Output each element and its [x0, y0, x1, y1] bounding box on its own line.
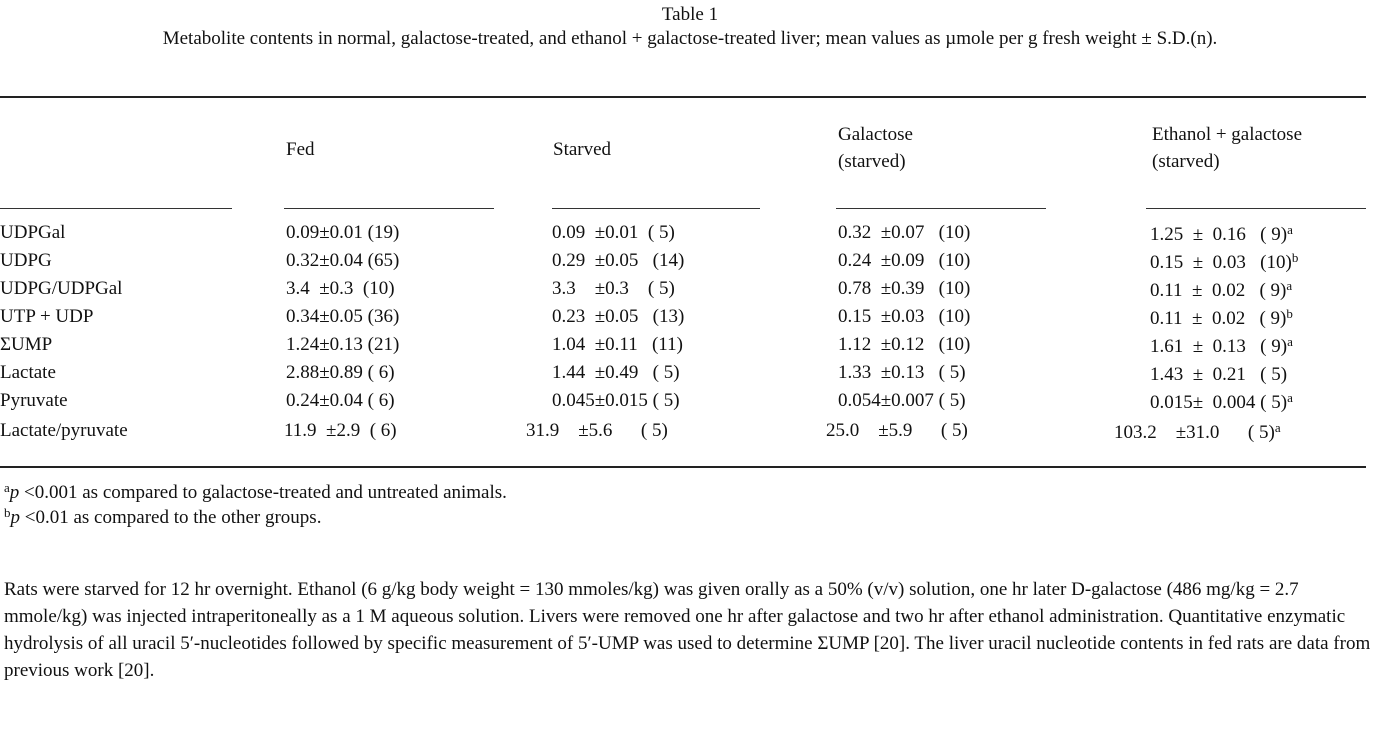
table-row: Lactate 2.88±0.89 ( 6) 1.44 ±0.49 ( 5) 1… — [0, 362, 1380, 390]
cell-ethanol-value: 103.2 ±31.0 ( 5) — [1114, 422, 1275, 443]
column-header-ethanol-line1: Ethanol + galactose — [1152, 124, 1302, 145]
row-label: ΣUMP — [0, 334, 53, 355]
cell-ethanol-value: 1.43 ± 0.21 ( 5) — [1150, 364, 1288, 385]
cell-starved: 0.09 ±0.01 ( 5) — [552, 222, 675, 243]
footnote-a-p: p — [9, 482, 20, 503]
cell-ethanol-value: 1.25 ± 0.16 ( 9) — [1150, 224, 1288, 245]
row-label: UDPGal — [0, 222, 66, 243]
cell-ethanol-value: 1.61 ± 0.13 ( 9) — [1150, 336, 1288, 357]
table-row: Pyruvate 0.24±0.04 ( 6) 0.045±0.015 ( 5)… — [0, 390, 1380, 418]
cell-ethanol-value: 0.11 ± 0.02 ( 9) — [1150, 280, 1287, 301]
header-underline-fed — [284, 208, 494, 210]
row-label: Lactate — [0, 362, 56, 383]
header-underline-starved — [552, 208, 760, 210]
column-header-ethanol-line2: (starved) — [1152, 151, 1220, 172]
row-label: UTP + UDP — [0, 306, 94, 327]
cell-galactose: 0.15 ±0.03 (10) — [838, 306, 971, 327]
table-caption-number: Table 1 — [661, 4, 719, 25]
row-label: Lactate/pyruvate — [0, 420, 128, 441]
cell-ethanol: 1.61 ± 0.13 ( 9)a — [1150, 334, 1293, 358]
row-label: UDPG — [0, 250, 52, 271]
footnote-a-mark: a — [4, 480, 10, 495]
footnote-a: ap <0.001 as compared to galactose-treat… — [4, 480, 507, 504]
cell-galactose: 25.0 ±5.9 ( 5) — [826, 420, 968, 441]
row-label: Pyruvate — [0, 390, 68, 411]
table-bottom-rule — [0, 466, 1366, 468]
footnote-b-p: p — [10, 507, 21, 528]
table-top-rule — [0, 96, 1366, 98]
cell-starved: 0.29 ±0.05 (14) — [552, 250, 685, 271]
cell-galactose: 0.054±0.007 ( 5) — [838, 390, 966, 411]
footnote-b-mark: b — [4, 505, 11, 520]
significance-mark: b — [1286, 306, 1293, 321]
significance-mark: b — [1291, 250, 1299, 265]
cell-ethanol-value: 0.015± 0.004 ( 5) — [1150, 392, 1288, 413]
cell-fed: 3.4 ±0.3 (10) — [286, 278, 395, 299]
cell-starved: 1.04 ±0.11 (11) — [552, 334, 683, 355]
footnote-b: bp <0.01 as compared to the other groups… — [4, 505, 321, 529]
table-caption: Metabolite contents in normal, galactose… — [162, 28, 1218, 49]
cell-ethanol: 0.015± 0.004 ( 5)a — [1150, 390, 1293, 414]
cell-fed: 1.24±0.13 (21) — [286, 334, 400, 355]
column-header-starved: Starved — [553, 139, 612, 160]
cell-fed: 0.32±0.04 (65) — [286, 250, 400, 271]
cell-galactose: 0.24 ±0.09 (10) — [838, 250, 971, 271]
cell-ethanol: 0.11 ± 0.02 ( 9)a — [1150, 278, 1292, 302]
significance-mark: a — [1286, 278, 1293, 293]
significance-mark: a — [1287, 334, 1293, 349]
header-underline-galactose — [836, 208, 1046, 210]
cell-starved: 31.9 ±5.6 ( 5) — [526, 420, 668, 441]
table-row: UDPG 0.32±0.04 (65) 0.29 ±0.05 (14) 0.24… — [0, 250, 1380, 278]
significance-mark: a — [1274, 420, 1281, 435]
column-header-fed: Fed — [286, 139, 315, 160]
cell-starved: 3.3 ±0.3 ( 5) — [552, 278, 675, 299]
column-header-ethanol: Ethanol + galactose (starved) — [1152, 121, 1302, 175]
cell-ethanol: 0.15 ± 0.03 (10)b — [1150, 250, 1298, 274]
table-notes: Rats were starved for 12 hr overnight. E… — [4, 579, 1371, 681]
footnote-a-text: <0.001 as compared to galactose-treated … — [19, 482, 507, 503]
column-header-galactose-line1: Galactose — [838, 124, 913, 145]
cell-starved: 0.045±0.015 ( 5) — [552, 390, 680, 411]
cell-ethanol: 1.25 ± 0.16 ( 9)a — [1150, 222, 1293, 246]
cell-ethanol: 0.11 ± 0.02 ( 9)b — [1150, 306, 1293, 330]
cell-ethanol-value: 0.15 ± 0.03 (10) — [1150, 252, 1292, 273]
cell-galactose: 1.12 ±0.12 (10) — [838, 334, 971, 355]
header-underline-label — [0, 208, 232, 210]
table-row: ΣUMP 1.24±0.13 (21) 1.04 ±0.11 (11) 1.12… — [0, 334, 1380, 362]
header-underline-ethanol — [1146, 208, 1366, 210]
cell-galactose: 0.78 ±0.39 (10) — [838, 278, 971, 299]
cell-fed: 2.88±0.89 ( 6) — [286, 362, 395, 383]
cell-ethanol: 103.2 ±31.0 ( 5)a — [1114, 420, 1281, 444]
cell-starved: 1.44 ±0.49 ( 5) — [552, 362, 680, 383]
table-row: Lactate/pyruvate 11.9 ±2.9 ( 6) 31.9 ±5.… — [0, 420, 1380, 448]
cell-galactose: 0.32 ±0.07 (10) — [838, 222, 971, 243]
cell-fed: 0.34±0.05 (36) — [286, 306, 400, 327]
column-header-galactose-line2: (starved) — [838, 151, 906, 172]
cell-fed: 11.9 ±2.9 ( 6) — [284, 420, 397, 441]
cell-galactose: 1.33 ±0.13 ( 5) — [838, 362, 966, 383]
column-header-galactose: Galactose (starved) — [838, 121, 913, 175]
cell-ethanol-value: 0.11 ± 0.02 ( 9) — [1150, 308, 1287, 329]
footnote-b-text: <0.01 as compared to the other groups. — [20, 507, 322, 528]
cell-ethanol: 1.43 ± 0.21 ( 5) — [1150, 362, 1287, 386]
table-row: UDPG/UDPGal 3.4 ±0.3 (10) 3.3 ±0.3 ( 5) … — [0, 278, 1380, 306]
cell-fed: 0.24±0.04 ( 6) — [286, 390, 395, 411]
row-label: UDPG/UDPGal — [0, 278, 123, 299]
cell-fed: 0.09±0.01 (19) — [286, 222, 400, 243]
table-row: UDPGal 0.09±0.01 (19) 0.09 ±0.01 ( 5) 0.… — [0, 222, 1380, 250]
cell-starved: 0.23 ±0.05 (13) — [552, 306, 685, 327]
significance-mark: a — [1287, 222, 1293, 237]
table-row: UTP + UDP 0.34±0.05 (36) 0.23 ±0.05 (13)… — [0, 306, 1380, 334]
significance-mark: a — [1287, 390, 1293, 405]
